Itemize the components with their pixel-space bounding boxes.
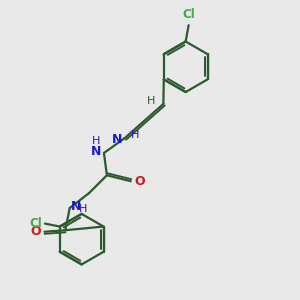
Text: N: N — [111, 133, 122, 146]
Text: N: N — [71, 200, 82, 213]
Text: H: H — [92, 136, 101, 146]
Text: O: O — [134, 175, 145, 188]
Text: H: H — [147, 96, 155, 106]
Text: N: N — [91, 145, 101, 158]
Text: O: O — [30, 225, 41, 238]
Text: Cl: Cl — [182, 8, 195, 21]
Text: H: H — [131, 130, 140, 140]
Text: Cl: Cl — [30, 217, 43, 230]
Text: H: H — [79, 204, 87, 214]
